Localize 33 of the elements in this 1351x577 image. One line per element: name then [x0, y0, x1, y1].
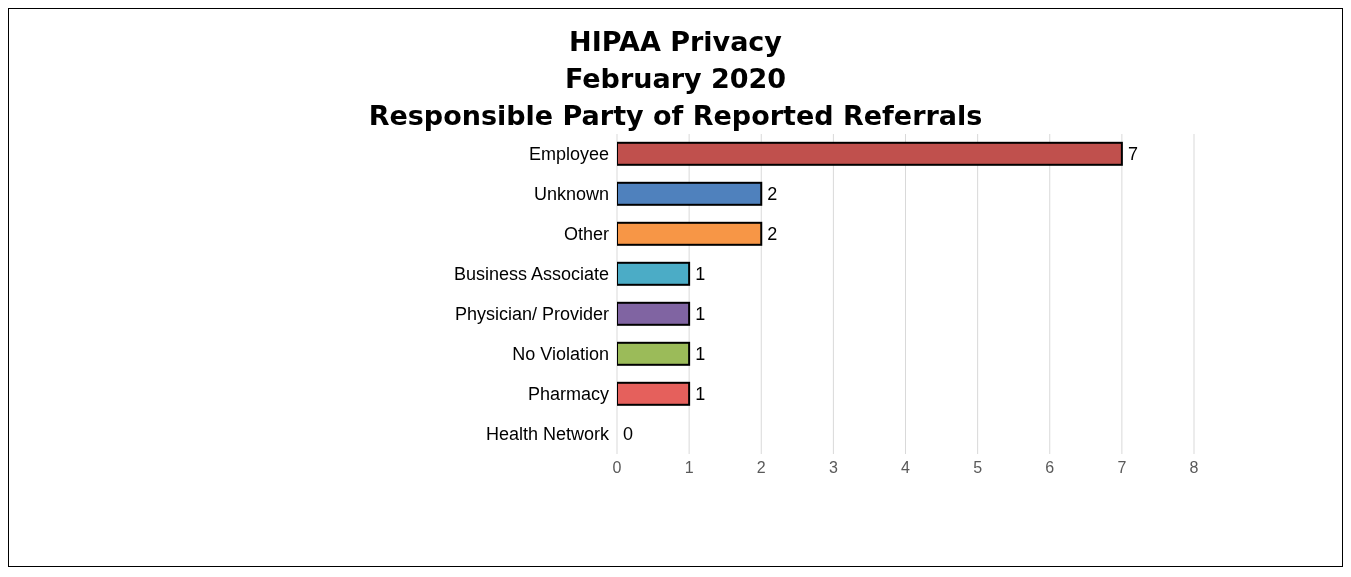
y-tick-label: Pharmacy [527, 384, 609, 405]
x-tick-label: 3 [828, 459, 838, 477]
data-label: 1 [695, 304, 706, 325]
y-tick-label: Physician/ Provider [454, 304, 609, 325]
y-tick-label: Health Network [485, 424, 610, 445]
x-tick-label: 4 [901, 459, 911, 477]
data-label: 2 [767, 224, 778, 245]
x-tick-label: 8 [1189, 459, 1199, 477]
x-tick-label: 6 [1045, 459, 1055, 477]
bar [617, 301, 691, 326]
data-label: 1 [695, 264, 706, 285]
y-tick-label: Other [563, 224, 609, 245]
bar [617, 381, 691, 406]
data-label: 1 [695, 344, 706, 365]
data-label: 0 [623, 424, 634, 445]
x-tick-label: 7 [1117, 459, 1127, 477]
x-tick-label: 1 [684, 459, 694, 477]
x-tick-label: 2 [756, 459, 766, 477]
y-tick-label: Unknown [533, 184, 609, 205]
bar [617, 261, 691, 286]
x-tick-label: 5 [973, 459, 983, 477]
y-tick-label: Business Associate [453, 264, 609, 285]
y-tick-label: Employee [528, 144, 609, 165]
x-tick-label: 0 [612, 459, 622, 477]
chart-title: HIPAA Privacy February 2020 Responsible Party of Reported Referrals [367, 25, 984, 133]
data-label: 7 [1127, 144, 1138, 165]
bar [617, 341, 691, 366]
y-tick-label: No Violation [512, 344, 609, 365]
data-label: 2 [767, 184, 778, 205]
bar [617, 181, 763, 206]
bar [617, 221, 763, 246]
bar [617, 141, 1123, 166]
data-label: 1 [695, 384, 706, 405]
